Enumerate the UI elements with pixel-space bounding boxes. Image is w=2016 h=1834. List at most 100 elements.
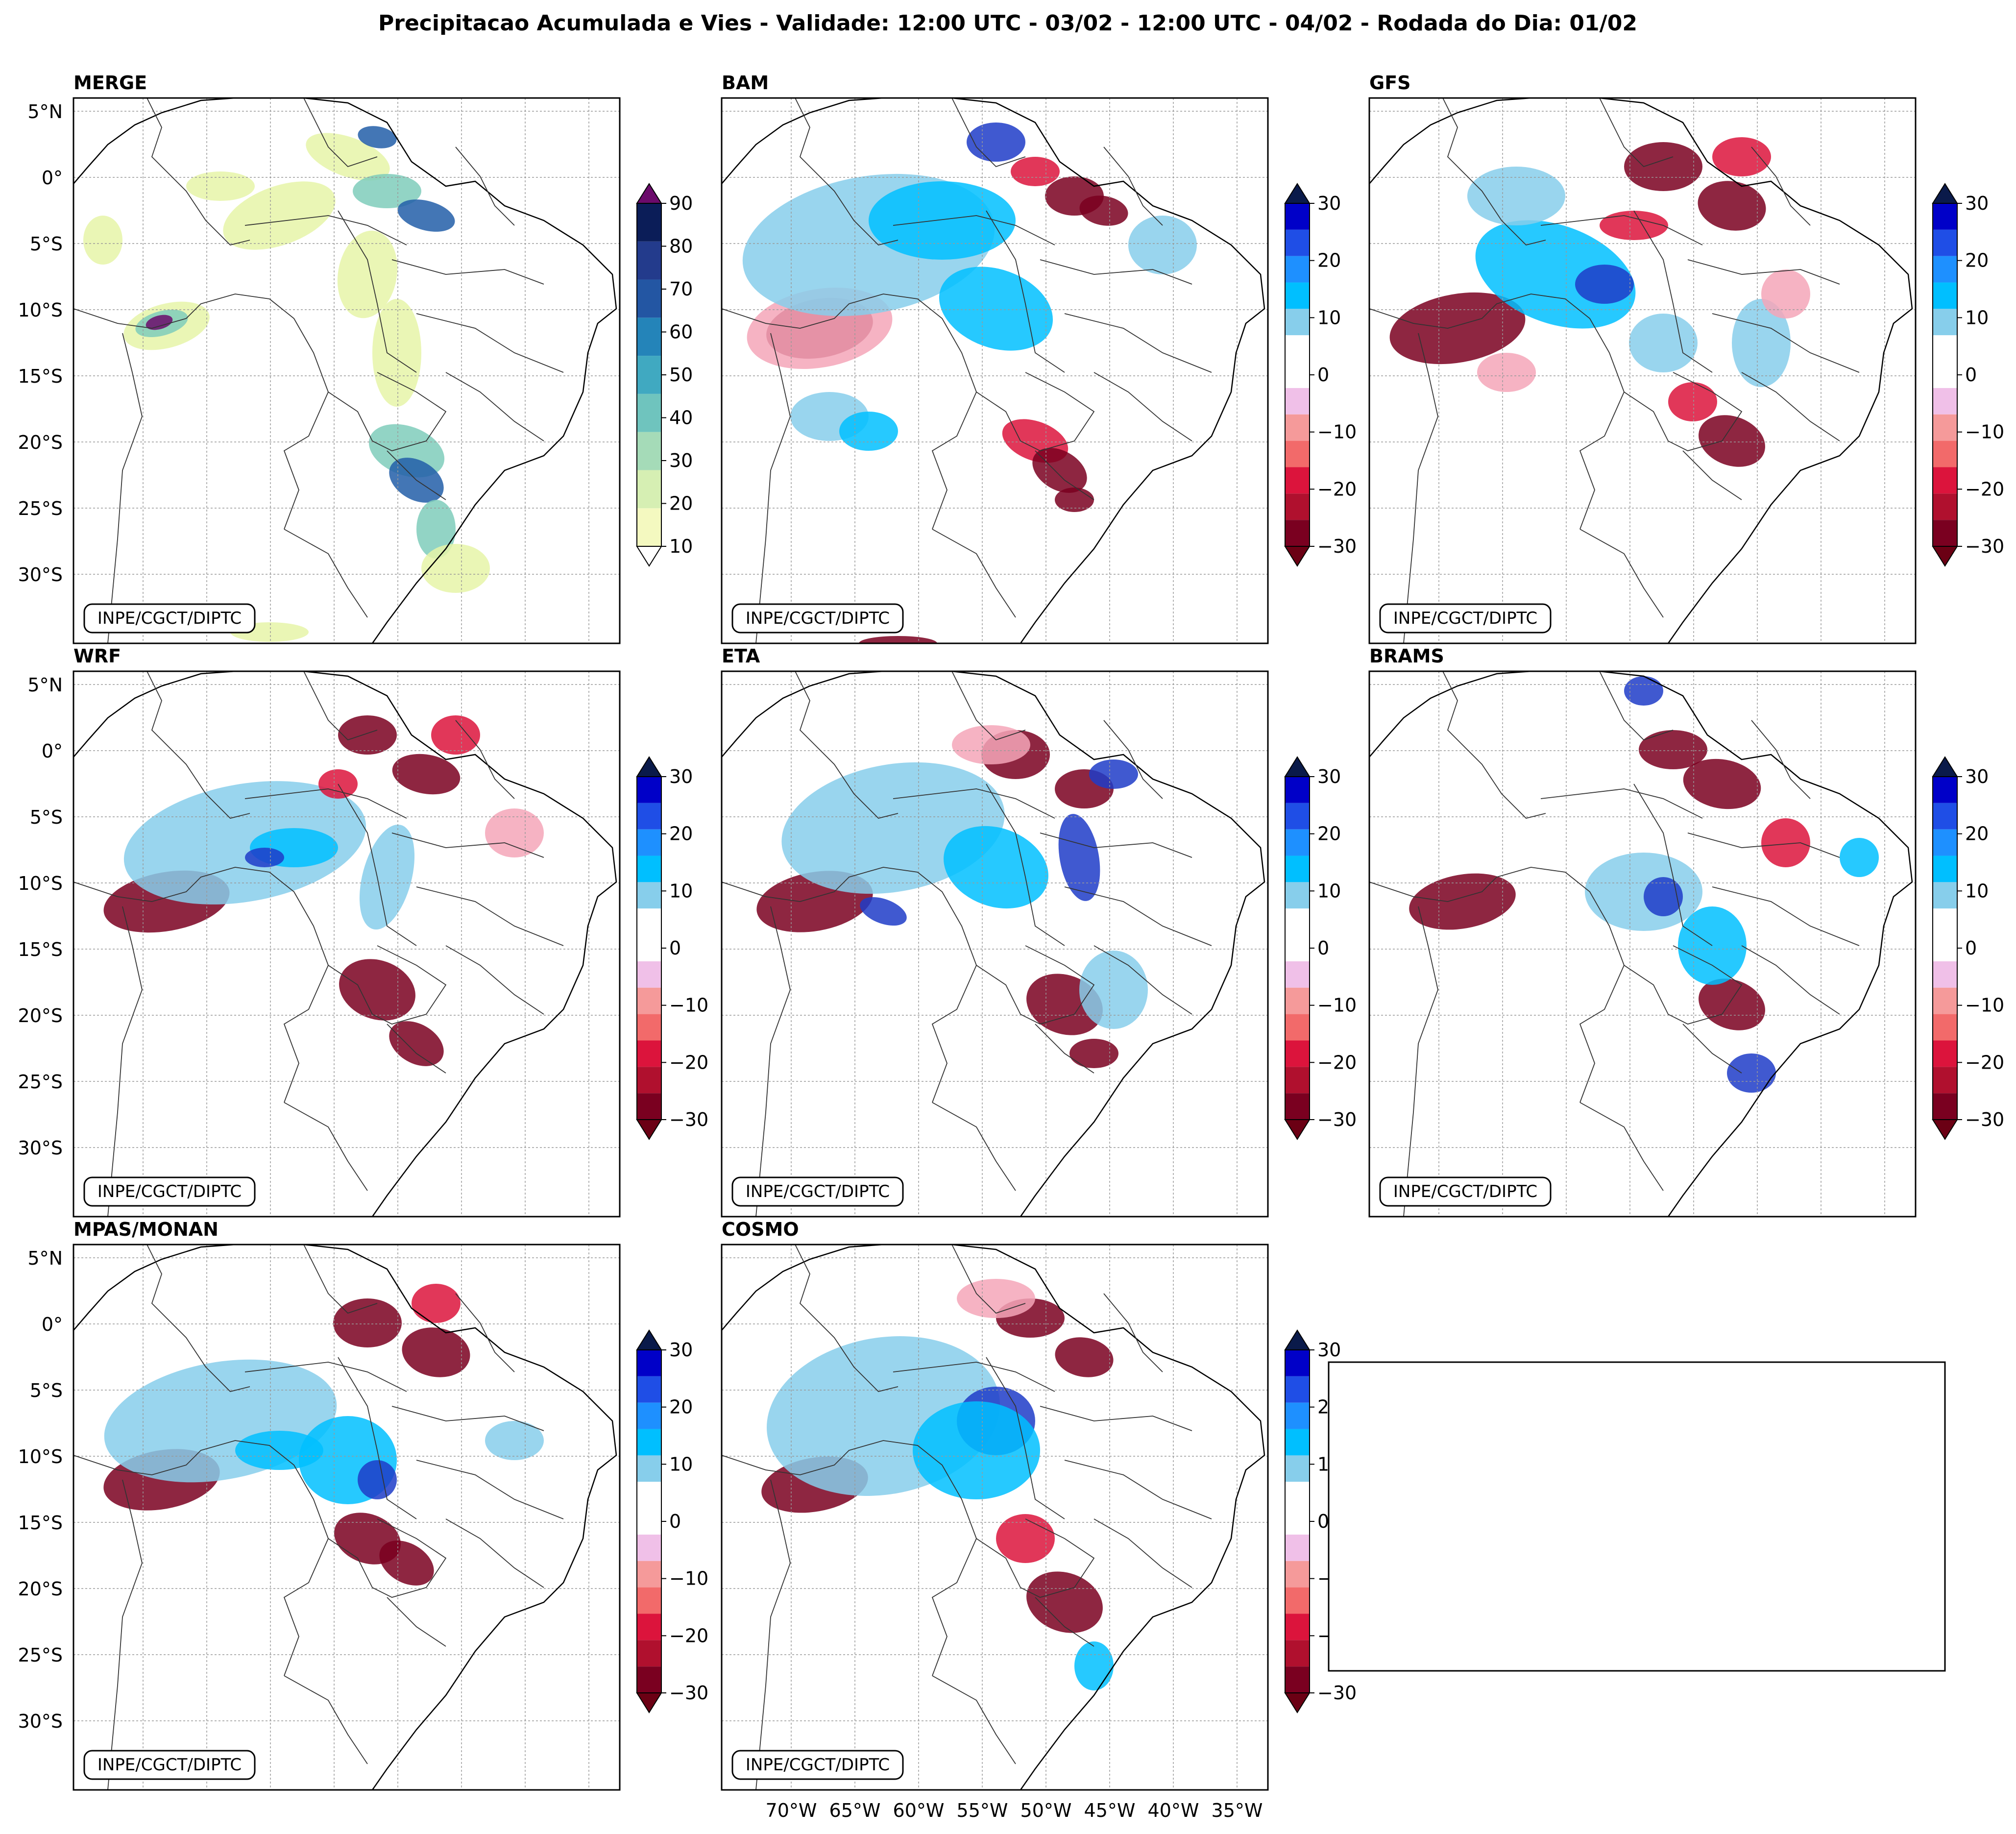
colorbar-segment [637,279,661,318]
colorbar-segment [1285,1561,1310,1588]
border-line [146,1245,250,1392]
colorbar-segment [1933,961,1957,988]
colorbar-segment [637,508,661,546]
precip-area [186,171,255,201]
colorbar-segment [1933,1014,1957,1041]
lat-label: 0° [42,740,63,762]
colorbar-segment [1933,908,1957,935]
credit-text: INPE/CGCT/DIPTC [746,609,890,628]
colorbar-tick-label: 10 [1965,307,1989,328]
lat-label: 15°S [18,939,63,960]
precip-area [952,725,1030,764]
border-line [976,372,1095,451]
lon-label: 70°W [766,1800,817,1821]
panel-title: GFS [1369,72,1411,94]
precip-area [1058,814,1100,901]
colorbar-segment [1285,777,1310,803]
border-line [1093,945,1192,1015]
colorbar-tick-label: 10 [669,536,693,557]
panel-title: WRF [73,645,121,667]
lat-label: 30°S [18,564,63,586]
colorbar-tick-label: 70 [669,278,693,300]
lat-label: 5°S [30,1380,63,1401]
colorbar-segment [1285,935,1310,961]
lat-label: 0° [42,167,63,189]
colorbar-segment [637,829,661,856]
colorbar-segment [1933,229,1957,256]
colorbar: 30 20 10 0 −10 −20 −30 [636,1329,708,1713]
colorbar-segment [1285,229,1310,256]
border-line [244,1362,407,1392]
precip-area [1639,730,1707,769]
border-line [1093,372,1192,441]
precip-area [337,230,398,318]
border-line [1599,671,1674,741]
precip-area [353,174,421,208]
border-line [1040,832,1192,858]
precip-area [1698,181,1766,231]
map-area [1369,98,1916,643]
colorbar-extend-min [1284,1692,1311,1713]
precip-area [358,1460,397,1499]
border-line [445,372,544,441]
colorbar-segment [1285,829,1310,856]
lat-label: 5°N [27,101,63,122]
lat-label: 5°S [30,233,63,255]
border-line [1565,298,1625,530]
precip-area [485,808,544,857]
border-line [107,1479,143,1790]
colorbar-tick-label: −10 [1317,995,1357,1016]
coastline [73,98,617,643]
credit-box: INPE/CGCT/DIPTC [83,1750,256,1780]
colorbar-segment [1933,282,1957,309]
colorbar-tick-label: −30 [669,1682,708,1704]
lat-label: 25°S [18,1071,63,1093]
colorbar-segment [637,241,661,280]
border-line [1751,720,1811,799]
lon-label: 40°W [1148,1800,1199,1821]
colorbar-segment [1285,803,1310,830]
precip-area [1600,211,1668,240]
border-line [328,372,447,451]
precip-area [1624,676,1663,706]
border-line [1565,872,1625,1103]
lat-label: 25°S [18,1644,63,1666]
credit-box: INPE/CGCT/DIPTC [731,603,904,634]
colorbar-tick-label: 0 [1317,1511,1329,1532]
colorbar-extend-max [1284,1329,1311,1350]
precip-area [485,1421,544,1460]
colorbar-segment [637,777,661,803]
border-line [1103,1293,1163,1372]
colorbar-tick-label: 30 [669,1339,693,1361]
precip-area [1026,1571,1103,1633]
colorbar-segment [1285,335,1310,362]
panel-mpas-monan: MPAS/MONAN INPE/CGCT/DIPTC 30 20 10 0 −10 −20 −3… [18,1219,708,1791]
colorbar-segment [1285,1534,1310,1561]
colorbar-segment [1933,309,1957,336]
border-line [795,671,899,819]
border-line [1403,333,1438,643]
border-line [303,671,378,741]
colorbar-tick-label: −30 [1965,1109,2004,1130]
colorbar-tick-label: −20 [669,1051,708,1073]
lat-label: 15°S [18,1512,63,1534]
border-line [1540,215,1703,245]
map-area [73,671,620,1217]
colorbar-segment [1933,203,1957,230]
border-line [893,788,1055,819]
coastline [73,671,617,1217]
lat-label: 25°S [18,498,63,519]
colorbar-segment [1933,520,1957,546]
colorbar-segment [1285,1666,1310,1693]
colorbar-segment [637,882,661,909]
colorbar-tick-label: −10 [669,1568,708,1589]
border-line [284,529,368,618]
border-line [1579,1102,1664,1191]
precip-area [1069,1039,1118,1068]
colorbar-tick-label: 0 [1317,364,1329,386]
precip-area [1011,157,1060,186]
colorbar-segment [637,1350,661,1376]
colorbar-tick-label: −20 [1965,478,2004,500]
colorbar-tick-label: 0 [669,937,681,959]
credit-text: INPE/CGCT/DIPTC [97,1755,242,1775]
